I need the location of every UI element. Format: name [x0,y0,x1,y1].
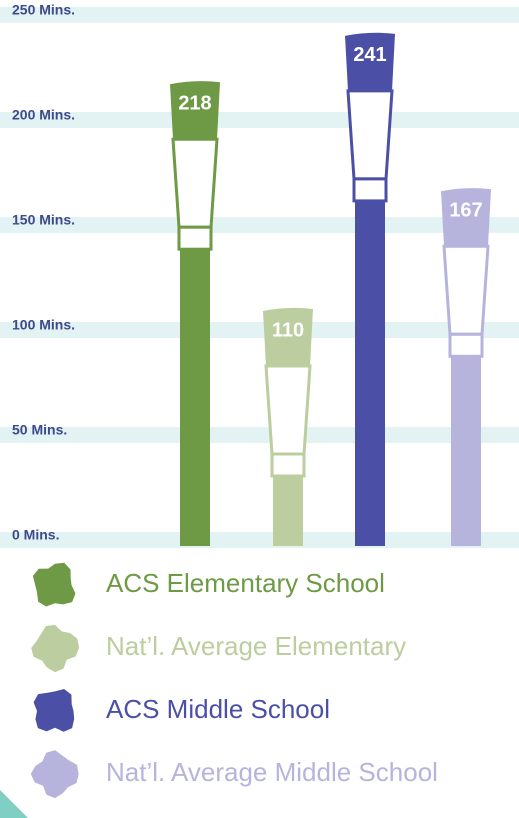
legend-swatch [31,625,79,672]
grid-band [0,7,519,23]
brush-handle [355,201,385,546]
legend-label: Nat’l. Average Middle School [106,757,438,787]
legend-label: ACS Middle School [106,694,330,724]
paintbrush-bar [441,188,491,546]
value-label: 167 [449,200,482,222]
corner-decoration [0,790,28,818]
grid-band [0,322,519,338]
brush-crimp [179,227,211,249]
brush-crimp [272,454,304,476]
paintbrush-bar [345,33,395,546]
brush-ferrule [348,91,392,179]
y-tick-label: 250 Mins. [12,2,75,18]
legend-swatch [31,750,79,798]
brush-handle [451,356,481,546]
y-tick-label: 50 Mins. [12,422,67,438]
chart: 0 Mins. 50 Mins. 100 Mins. 150 Mins. 200 Min… [0,0,519,818]
value-label: 218 [178,92,211,114]
legend-label: ACS Elementary School [106,568,385,598]
paintbrush-bar [263,308,313,546]
brush-handle [273,476,303,546]
grid [0,7,519,548]
y-tick-label: 200 Mins. [12,107,75,123]
brush-handle [180,249,210,546]
y-tick-label: 0 Mins. [12,527,59,543]
paintbrush-bar [170,81,220,546]
legend-swatch [34,689,75,732]
legend-swatch [33,563,76,607]
value-label: 241 [353,44,386,66]
grid-band [0,532,519,548]
value-label: 110 [272,319,304,341]
brush-ferrule [444,246,488,334]
brush-ferrule [266,366,310,454]
y-tick-label: 150 Mins. [12,212,75,228]
grid-band [0,217,519,233]
y-tick-label: 100 Mins. [12,317,75,333]
legend-label: Nat’l. Average Elementary [106,631,406,661]
brush-ferrule [173,139,217,227]
brush-crimp [354,179,386,201]
grid-band [0,427,519,443]
brush-crimp [450,334,482,356]
grid-band [0,112,519,128]
